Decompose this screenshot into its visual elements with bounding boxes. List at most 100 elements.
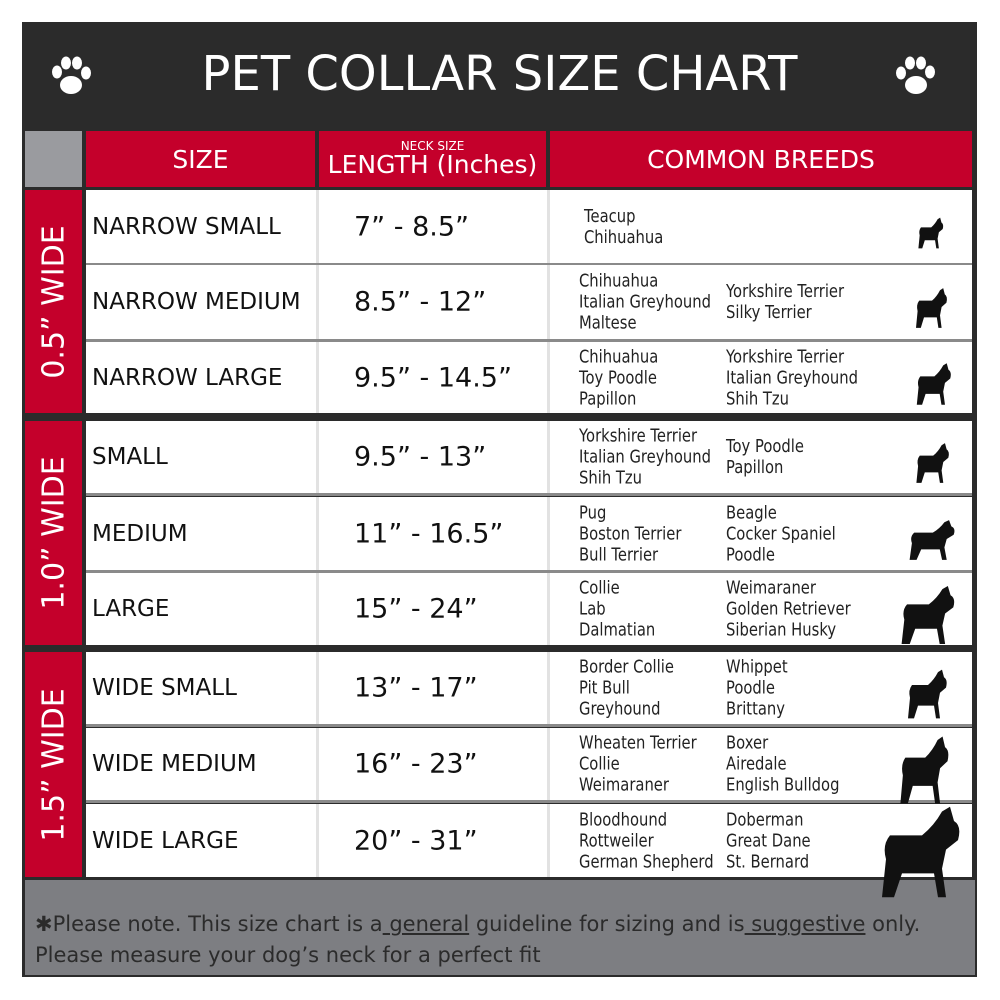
dog-silhouette-icon	[882, 806, 960, 898]
column-divider	[547, 265, 550, 339]
footer-text: ✱Please note. This size chart is a	[35, 912, 383, 936]
table-row: MEDIUM 11” - 16.5” Pug Boston Terrier Bull…	[86, 497, 972, 570]
neck-length: 13” - 17”	[354, 672, 478, 704]
breed-name: Rottweiler	[579, 830, 654, 851]
table-row: LARGE 15” - 24” Collie Lab Dalmatian Weima…	[86, 573, 972, 645]
table-row: WIDE LARGE 20” - 31” Bloodhound Rottweile…	[86, 804, 972, 877]
breed-name: Yorkshire Terrier	[726, 346, 845, 367]
breed-name: English Bulldog	[726, 774, 840, 796]
size-name: NARROW SMALL	[92, 213, 281, 240]
column-divider	[316, 342, 319, 413]
group-label-text: 0.5” WIDE	[36, 224, 71, 379]
breed-name: Shih Tzu	[579, 467, 642, 489]
breed-name: Siberian Husky	[726, 619, 837, 641]
column-divider	[316, 497, 319, 570]
breed-name: Weimaraner	[726, 577, 816, 599]
column-divider	[547, 652, 550, 724]
neck-length: 7” - 8.5”	[354, 211, 470, 242]
breed-name: Pit Bull	[579, 677, 630, 699]
column-divider	[316, 421, 319, 493]
breeds-column-1: Pug Boston Terrier Bull Terrier	[579, 502, 681, 565]
breed-name: Lab	[579, 598, 606, 620]
breed-name: Maltese	[579, 312, 637, 334]
paw-print-icon	[52, 56, 91, 94]
column-divider	[316, 573, 319, 645]
group-label-narrow: 0.5” WIDE	[25, 190, 82, 413]
neck-length: 20” - 31”	[354, 825, 478, 856]
breeds-column-1: Chihuahua Italian Greyhound Maltese	[579, 271, 711, 334]
row-divider	[86, 570, 972, 573]
paw-print-icon	[896, 56, 935, 94]
breed-name: Shih Tzu	[726, 388, 789, 409]
size-name: NARROW LARGE	[92, 364, 283, 391]
breed-name: Airedale	[726, 753, 787, 775]
size-name: NARROW MEDIUM	[92, 289, 301, 315]
group-label-regular: 1.0” WIDE	[25, 421, 82, 645]
row-divider	[86, 413, 972, 420]
row-divider	[86, 724, 972, 727]
breeds-column-2: Toy Poodle Papillon	[726, 436, 804, 478]
breed-name: Toy Poodle	[579, 367, 657, 388]
table-row: NARROW MEDIUM 8.5” - 12” Chihuahua Italia…	[86, 265, 972, 339]
column-divider	[547, 573, 550, 645]
dog-silhouette-icon	[900, 736, 949, 804]
size-name: WIDE SMALL	[92, 675, 237, 701]
breed-name: Collie	[579, 577, 620, 599]
breed-name: Bull Terrier	[579, 544, 659, 565]
breed-name: Border Collie	[579, 656, 674, 678]
column-divider	[316, 190, 319, 263]
breeds-column-2: Boxer Airedale English Bulldog	[726, 733, 839, 796]
breeds-column-2: Whippet Poodle Brittany	[726, 657, 788, 720]
breed-name: Boston Terrier	[579, 523, 682, 544]
breeds-column-1: Teacup Chihuahua	[584, 206, 663, 248]
header-length-label: LENGTH (Inches)	[327, 149, 538, 179]
breed-name: Cocker Spaniel	[726, 523, 836, 544]
breed-name: Italian Greyhound	[579, 291, 711, 313]
breed-name: Boxer	[726, 732, 769, 754]
breed-name: Greyhound	[579, 698, 661, 720]
neck-length: 16” - 23”	[354, 748, 478, 780]
breed-name: Collie	[579, 753, 620, 775]
size-name: MEDIUM	[92, 520, 188, 547]
title-bar: PET COLLAR SIZE CHART	[22, 22, 977, 127]
breeds-column-2: Doberman Great Dane St. Bernard	[726, 809, 811, 872]
header-length: NECK SIZE LENGTH (Inches)	[319, 131, 546, 187]
group-label-wide: 1.5” WIDE	[25, 652, 82, 877]
column-divider	[547, 728, 550, 800]
neck-length: 11” - 16.5”	[354, 518, 504, 549]
footer-line-1: ✱Please note. This size chart is a gener…	[35, 912, 920, 936]
breed-name: St. Bernard	[726, 851, 810, 872]
row-divider	[86, 493, 972, 496]
breed-name: Italian Greyhound	[579, 446, 711, 468]
dog-silhouette-icon	[909, 519, 955, 560]
header-corner	[25, 131, 82, 187]
dog-silhouette-icon	[901, 586, 955, 644]
column-divider	[316, 728, 319, 800]
group-label-text: 1.0” WIDE	[36, 456, 71, 610]
table-row: WIDE SMALL 13” - 17” Border Collie Pit Bu…	[86, 652, 972, 724]
size-name: WIDE MEDIUM	[92, 751, 257, 777]
breeds-column-2: Yorkshire Terrier Italian Greyhound Shih T…	[726, 346, 858, 409]
breed-name: Beagle	[726, 502, 777, 523]
breed-name: Brittany	[726, 698, 786, 720]
neck-length: 8.5” - 12”	[354, 286, 487, 318]
footer-text: guideline for sizing and is	[469, 912, 745, 936]
breeds-column-1: Bloodhound Rottweiler German Shepherd	[579, 809, 714, 872]
breed-name: Dalmatian	[579, 619, 656, 641]
column-divider	[547, 497, 550, 570]
footer-note: ✱Please note. This size chart is a gener…	[25, 880, 975, 975]
breed-name: Chihuahua	[584, 226, 664, 248]
row-divider	[86, 645, 972, 652]
header-breeds: COMMON BREEDS	[550, 131, 972, 187]
column-divider	[547, 190, 550, 263]
size-name: LARGE	[92, 596, 170, 622]
group-label-text: 1.5” WIDE	[36, 687, 71, 842]
column-divider	[547, 421, 550, 493]
dog-silhouette-icon	[908, 669, 947, 719]
table-row: SMALL 9.5” - 13” Yorkshire Terrier Italia…	[86, 421, 972, 493]
breeds-column-2: Beagle Cocker Spaniel Poodle	[726, 502, 836, 565]
breeds-column-2: Yorkshire Terrier Silky Terrier	[726, 281, 844, 323]
breed-name: Italian Greyhound	[726, 367, 858, 388]
breeds-column-1: Yorkshire Terrier Italian Greyhound Shih T…	[579, 426, 711, 489]
breed-name: Golden Retriever	[726, 598, 851, 620]
